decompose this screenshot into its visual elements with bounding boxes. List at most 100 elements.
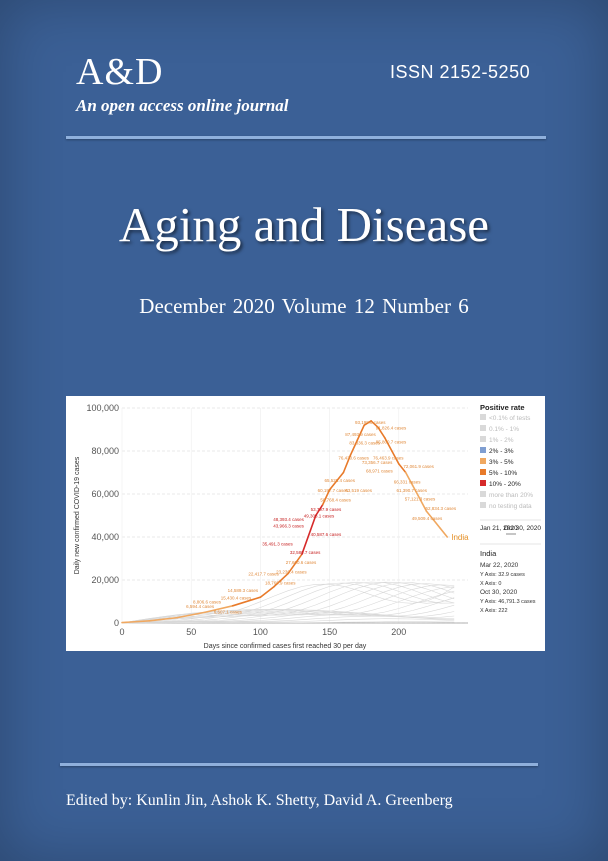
data-annotation: 66,331 cases xyxy=(394,479,422,484)
background-country-line xyxy=(121,581,455,624)
legend-swatch xyxy=(480,458,486,464)
series-segment xyxy=(121,620,151,624)
data-annotation: 48,393.4 cases xyxy=(273,517,304,522)
data-annotation: 6,507.1 cases xyxy=(214,609,243,614)
legend-label: 5% - 10% xyxy=(489,470,517,477)
background-country-line xyxy=(121,583,455,624)
background-country-line xyxy=(121,581,455,624)
legend-swatch xyxy=(480,469,486,475)
legend-label: 1% - 2% xyxy=(489,437,514,444)
top-divider xyxy=(66,136,546,139)
data-annotation: 22,417.7 cases xyxy=(248,572,279,577)
bottom-divider xyxy=(60,763,538,766)
series-segment xyxy=(432,519,442,530)
data-annotation: 35,491.3 cases xyxy=(262,542,293,547)
series-segment xyxy=(349,439,359,457)
y-tick-label: 20,000 xyxy=(91,575,119,585)
legend-swatch xyxy=(480,480,486,486)
data-annotation: 76,463.9 cases xyxy=(373,456,404,461)
series-segment xyxy=(363,420,372,427)
background-country-line xyxy=(121,604,455,624)
data-annotation: 40,587.6 cases xyxy=(311,532,342,537)
data-annotation: 85,800.7 cases xyxy=(376,439,407,444)
data-annotation: 63,519 cases xyxy=(345,488,373,493)
issue-info: December 2020 Volume 12 Number 6 xyxy=(139,294,469,318)
series-segment xyxy=(148,616,179,622)
timeline-end: Oct 30, 2020 xyxy=(504,525,542,532)
data-annotation: 87,493.9 cases xyxy=(345,432,376,437)
y-axis-label: Daily new confirmed COVID-19 cases xyxy=(74,456,81,574)
data-annotation: 23,236.4 cases xyxy=(276,570,307,575)
tooltip-line: Oct 30, 2020 xyxy=(480,589,518,596)
data-annotation: 52,834.3 cases xyxy=(426,506,457,511)
background-country-line xyxy=(121,618,455,624)
series-segment xyxy=(411,484,421,500)
series-segment xyxy=(384,437,393,452)
legend-swatch xyxy=(480,502,486,508)
data-annotation: 56,768.4 cases xyxy=(320,498,351,503)
series-segment xyxy=(328,471,345,491)
x-axis-label: Days since confirmed cases first reached… xyxy=(204,643,367,650)
data-annotation: 61,390.7 cases xyxy=(396,488,427,493)
series-segment xyxy=(342,454,352,474)
data-annotation: 27,600.6 cases xyxy=(286,560,317,565)
data-annotation: 14,589.3 cases xyxy=(228,588,259,593)
tooltip-line: Y Axis: 46,791.3 cases xyxy=(480,599,536,605)
x-tick-label: 0 xyxy=(119,627,124,637)
data-annotation: 18,760.9 cases xyxy=(265,580,296,585)
data-annotation: 73,356.7 cases xyxy=(362,460,393,465)
data-annotation: 49,509.4 cases xyxy=(412,516,443,521)
journal-logo: A&D xyxy=(76,51,164,93)
data-annotation: 57,121.3 cases xyxy=(405,496,436,501)
data-annotation: 83,336.3 cases xyxy=(349,441,380,446)
series-segment xyxy=(377,426,386,439)
data-annotation: 49,308.1 cases xyxy=(304,514,335,519)
series-segment xyxy=(397,463,407,474)
x-tick-label: 100 xyxy=(253,627,268,637)
series-segment xyxy=(204,605,234,614)
y-tick-label: 60,000 xyxy=(91,489,119,499)
data-annotation: 65,526.4 cases xyxy=(325,478,356,483)
cover-chart: 0 20,000 40,000 60,000 80,000 100,000 0 50 100 15… xyxy=(66,396,545,651)
series-segment xyxy=(287,553,303,575)
series-label: India xyxy=(451,533,469,542)
series-segment xyxy=(425,510,435,521)
editors-line: Edited by: Kunlin Jin, Ashok K. Shetty, … xyxy=(66,792,453,809)
tooltip-country: India xyxy=(480,549,497,558)
series-segment xyxy=(231,596,262,607)
y-tick-label: 80,000 xyxy=(91,446,119,456)
journal-title: Aging and Disease xyxy=(118,197,490,252)
legend-label: 2% - 3% xyxy=(489,448,514,455)
data-annotation: 60,197.7 cases xyxy=(318,488,349,493)
legend-title: Positive rate xyxy=(480,403,525,412)
series-segment xyxy=(391,450,400,465)
x-tick-label: 150 xyxy=(322,627,337,637)
y-tick-label: 40,000 xyxy=(91,532,119,542)
data-annotation: 53,797.9 cases xyxy=(311,507,342,512)
series-segment xyxy=(404,471,414,487)
series-segment xyxy=(301,514,317,555)
issn-number: ISSN 2152-5250 xyxy=(390,62,531,82)
journal-tagline: An open access online journal xyxy=(76,96,289,115)
legend-label: 0.1% - 1% xyxy=(489,426,519,433)
series-segment xyxy=(418,497,428,512)
tooltip-line: Mar 22, 2020 xyxy=(480,562,519,569)
data-annotation: 43,966.3 cases xyxy=(273,523,304,528)
background-country-line xyxy=(121,590,455,624)
series-segment xyxy=(314,503,324,517)
tooltip-line: X Axis: 222 xyxy=(480,608,508,614)
data-annotation: 72,061.9 cases xyxy=(403,464,434,469)
series-segment xyxy=(370,420,379,429)
series-segment xyxy=(176,611,206,619)
data-annotation: 32,580.7 cases xyxy=(290,550,321,555)
data-annotation: 8,806.6 cases xyxy=(193,600,222,605)
legend-swatch xyxy=(480,425,486,431)
legend-swatch xyxy=(480,414,486,420)
legend-swatch xyxy=(480,491,486,497)
data-annotation: 76,430.6 cases xyxy=(338,456,369,461)
series-segment xyxy=(273,572,289,588)
x-tick-label: 200 xyxy=(391,627,406,637)
data-annotation: 68,971 cases xyxy=(366,469,394,474)
timeline-start: Jan 21, 2020 xyxy=(480,525,518,532)
